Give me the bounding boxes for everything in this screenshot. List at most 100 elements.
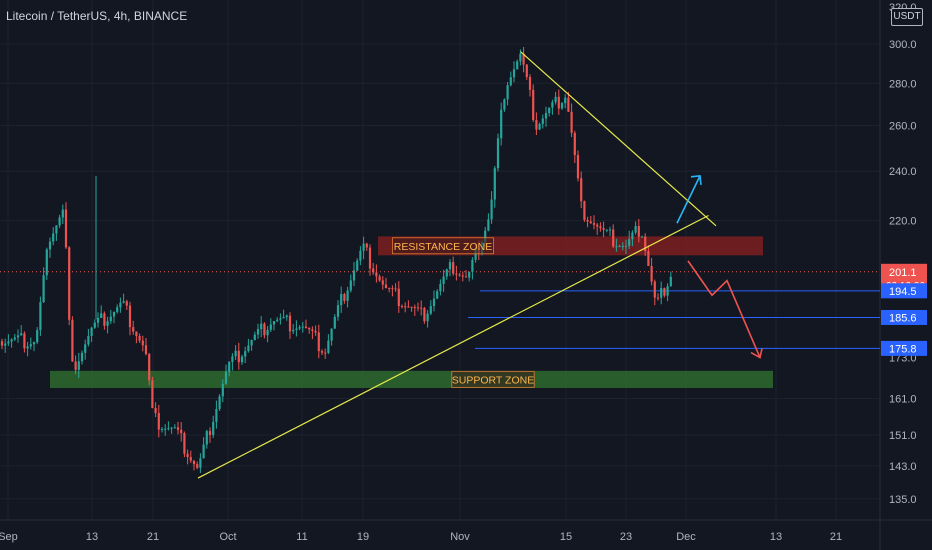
candle-body (138, 336, 141, 341)
candle-body (253, 334, 256, 341)
candle-body (413, 307, 416, 309)
level-tag-bg (881, 340, 927, 356)
candle-body (317, 332, 320, 352)
candle-body (548, 107, 551, 113)
candle-body (663, 288, 666, 296)
candle-body (336, 305, 340, 317)
candle-body (592, 223, 596, 225)
candle-body (496, 138, 500, 169)
candle-body (55, 225, 58, 234)
candle-body (183, 433, 186, 454)
candle-body (509, 77, 512, 86)
candle-body (292, 329, 295, 332)
candle-body (26, 346, 29, 349)
candle-body (58, 217, 61, 226)
candle-body (532, 89, 535, 121)
candle-body (340, 294, 343, 306)
projection-down-arrow (687, 260, 761, 358)
candle-body (506, 85, 509, 100)
x-tick-label: 15 (560, 531, 572, 543)
candle-body (256, 329, 260, 335)
candle-body (295, 328, 298, 330)
candle-body (224, 371, 228, 384)
candle-body (221, 383, 224, 397)
candle-body (132, 327, 135, 332)
candle-body (128, 305, 132, 328)
candle-body (634, 226, 637, 233)
candle-body (400, 306, 404, 308)
candle-body (666, 286, 669, 296)
candle-body (362, 243, 365, 251)
candle-body (160, 429, 164, 431)
candle-body (151, 380, 154, 409)
y-tick-label: 143.0 (889, 461, 917, 473)
candle-body (87, 335, 90, 345)
candle-body (493, 168, 496, 200)
candle-body (13, 337, 16, 340)
candle-body (272, 321, 276, 325)
candle-body (519, 53, 522, 62)
candle-body (39, 302, 42, 331)
candle-body (314, 330, 317, 333)
y-tick-label: 300.0 (889, 39, 917, 51)
candle-body (148, 354, 151, 381)
resistance-zone-label: RESISTANCE ZONE (392, 237, 494, 255)
candle-body (112, 311, 116, 317)
candle-body (176, 427, 180, 430)
candle-body (16, 335, 20, 338)
candle-body (119, 302, 122, 308)
x-tick-label: 23 (620, 531, 632, 543)
candle-body (349, 280, 352, 291)
candle-body (240, 356, 244, 363)
candle-body (503, 99, 506, 110)
candle-body (445, 269, 448, 277)
candle-body (199, 458, 202, 468)
candle-body (471, 259, 474, 272)
candle-body (356, 260, 359, 271)
candle-body (288, 315, 292, 332)
candle-body (429, 306, 432, 314)
candle-body (660, 288, 663, 298)
level-tag: 175.8 (889, 343, 917, 355)
candle-body (64, 209, 68, 248)
candle-body (388, 288, 391, 290)
candle-body (135, 331, 138, 337)
x-tick-label: 19 (357, 531, 369, 543)
candle-body (359, 250, 362, 261)
y-tick-label: 151.0 (889, 430, 917, 442)
projection-up-arrow (676, 175, 701, 224)
candle-body (23, 333, 26, 349)
candle-body (365, 243, 368, 248)
candle-body (612, 229, 615, 247)
candle-body (301, 326, 304, 328)
candle-body (570, 111, 573, 133)
candle-body (189, 457, 192, 461)
candle-body (669, 276, 672, 287)
candle-body (461, 275, 464, 277)
y-tick-label: 161.0 (889, 393, 917, 405)
candle-body (583, 201, 586, 220)
currency-badge[interactable]: USDT (891, 8, 923, 26)
candle-body (512, 69, 516, 78)
candle-body (29, 344, 32, 347)
candle-body (71, 319, 74, 362)
candle-body (554, 96, 557, 103)
candle-body (282, 316, 285, 319)
y-tick-label: 240.0 (889, 166, 917, 178)
candle-body (298, 327, 301, 329)
y-tick-label: 220.0 (889, 216, 917, 228)
x-tick-label: Oct (219, 531, 236, 543)
candle-body (368, 247, 372, 269)
candle-body (484, 230, 487, 242)
candle-body (394, 288, 397, 290)
candle-body (103, 313, 106, 326)
candle-body (647, 251, 650, 267)
candle-body (452, 262, 455, 274)
candle-body (208, 431, 212, 435)
support-zone (50, 370, 773, 388)
candle-body (212, 421, 215, 435)
candle-body (74, 361, 77, 370)
candle-body (244, 351, 247, 357)
